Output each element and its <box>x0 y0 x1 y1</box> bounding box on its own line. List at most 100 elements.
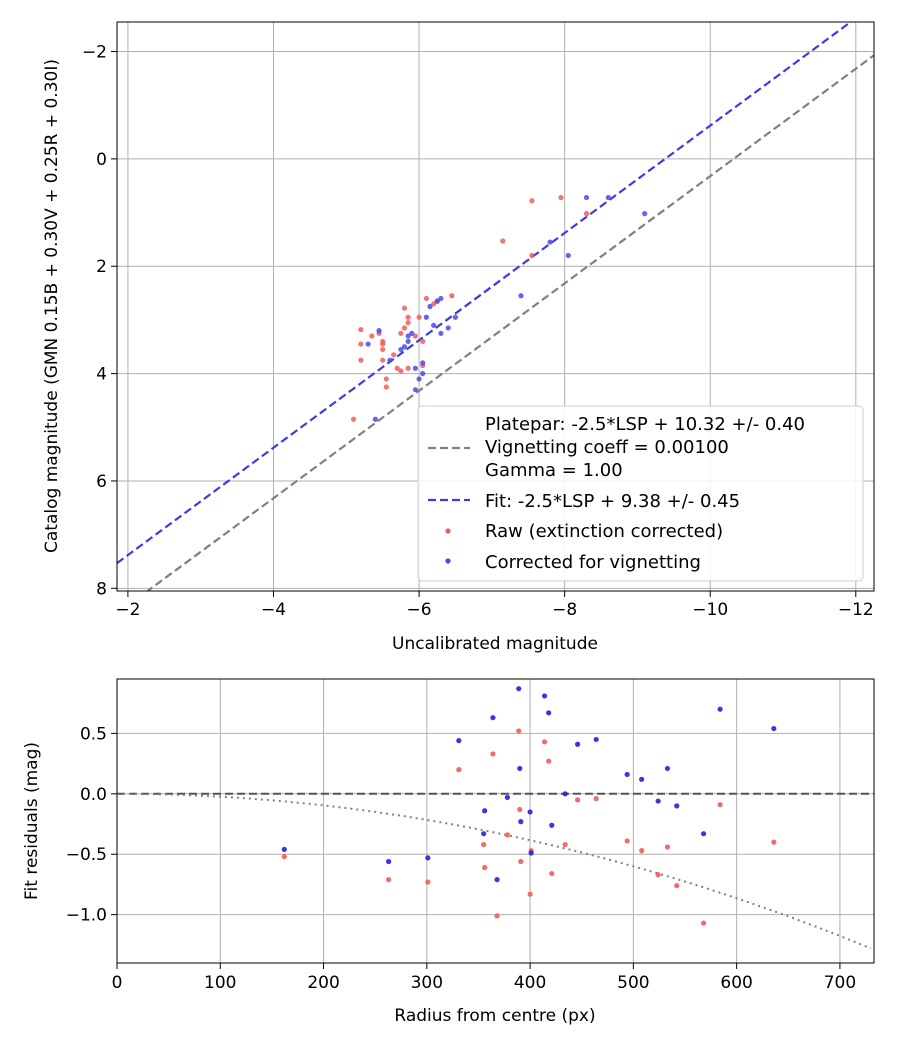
corrected-point <box>547 239 553 245</box>
corrected-point <box>405 338 411 344</box>
corrected-residual-point <box>541 693 548 699</box>
corrected-point <box>416 376 422 382</box>
corrected-point <box>452 314 459 320</box>
bottom-x-tick-label: 600 <box>720 973 752 993</box>
corrected-point <box>605 194 611 201</box>
top-y-tick-label: −2 <box>82 43 107 63</box>
bottom-axes-frame <box>116 678 875 964</box>
raw-point <box>405 314 411 320</box>
corrected-residual-point <box>527 809 533 815</box>
top-x-tick-label: −2 <box>115 600 140 620</box>
raw-point <box>529 198 535 204</box>
raw-point <box>358 341 364 347</box>
bottom-x-tick-label: 0 <box>112 973 123 993</box>
raw-residual-point <box>516 728 522 734</box>
raw-point <box>350 416 357 422</box>
bottom-y-tick-label: 0.0 <box>80 785 107 805</box>
corrected-point <box>420 370 426 377</box>
legend-corrected-label: Corrected for vignetting <box>485 552 701 573</box>
raw-point <box>358 357 364 363</box>
corrected-point <box>438 295 444 302</box>
raw-point <box>380 338 386 344</box>
bottom-scatter-points <box>281 686 777 926</box>
raw-point <box>394 365 400 371</box>
raw-point <box>449 293 455 299</box>
corrected-point <box>387 357 393 363</box>
corrected-residual-point <box>425 855 431 861</box>
raw-residual-point <box>504 832 510 838</box>
corrected-residual-point <box>655 798 661 804</box>
bottom-y-tick-label: 0.5 <box>80 724 107 744</box>
top-y-tick-label: 0 <box>96 150 107 170</box>
raw-point <box>398 368 404 374</box>
bottom-ticks: 0 100 200 300 400 500 600 700 0.5 0.0 −0.5 −1.0 <box>66 724 856 993</box>
bottom-x-tick-label: 200 <box>307 973 339 993</box>
corrected-residual-point <box>546 710 552 716</box>
raw-point <box>416 314 422 320</box>
top-scatter-points <box>350 194 648 422</box>
corrected-residual-point <box>575 741 581 747</box>
raw-point <box>420 338 426 344</box>
bottom-y-tick-label: −1.0 <box>66 906 107 926</box>
bottom-x-tick-label: 300 <box>411 973 443 993</box>
corrected-residual-point <box>549 822 555 828</box>
raw-residual-point <box>717 802 723 808</box>
raw-residual-point <box>517 806 523 813</box>
corrected-point <box>365 341 371 347</box>
raw-residual-point <box>575 797 581 803</box>
top-axes-frame <box>116 21 875 592</box>
raw-point <box>405 365 411 371</box>
top-y-tick-label: 6 <box>96 472 107 492</box>
corrected-point <box>398 346 404 353</box>
bottom-x-tick-label: 100 <box>204 973 236 993</box>
raw-residual-point <box>456 767 462 773</box>
raw-point <box>383 376 389 382</box>
raw-residual-point <box>281 854 287 860</box>
corrected-point <box>642 211 648 217</box>
bottom-x-tick-label: 500 <box>617 973 649 993</box>
top-y-axis-label: Catalog magnitude (GMN 0.15B + 0.30V + 0… <box>42 59 62 553</box>
raw-residual-point <box>386 877 392 883</box>
top-x-axis-label: Uncalibrated magnitude <box>392 634 598 654</box>
raw-point <box>423 295 429 302</box>
corrected-point <box>445 325 451 331</box>
corrected-residual-point <box>674 803 680 809</box>
raw-point <box>405 320 411 326</box>
raw-point <box>390 352 397 358</box>
raw-residual-point <box>541 739 548 745</box>
raw-residual-point <box>481 841 487 848</box>
corrected-residual-point <box>386 858 392 865</box>
corrected-point <box>409 330 415 336</box>
bottom-x-tick-label: 700 <box>824 973 856 993</box>
corrected-point <box>427 303 433 310</box>
corrected-point <box>376 328 382 334</box>
raw-residual-point <box>624 838 630 844</box>
legend-platepar-label: Vignetting coeff = 0.00100 <box>485 437 729 458</box>
raw-residual-point <box>482 864 488 871</box>
top-y-tick-label: 8 <box>96 579 107 599</box>
top-fit-lines <box>117 22 874 591</box>
legend-corrected-marker <box>445 558 451 564</box>
corrected-residual-point <box>639 776 645 782</box>
raw-residual-point <box>490 751 496 757</box>
corrected-residual-point <box>717 706 723 712</box>
corrected-point <box>423 314 429 320</box>
corrected-residual-point <box>518 819 524 825</box>
corrected-residual-point <box>456 738 462 744</box>
raw-residual-point <box>674 883 680 889</box>
top-x-tick-label: −10 <box>692 600 728 620</box>
corrected-residual-point <box>771 725 777 732</box>
raw-point <box>412 333 419 339</box>
corrected-residual-point <box>516 686 522 692</box>
corrected-point <box>431 322 437 328</box>
corrected-point <box>434 298 440 304</box>
corrected-point <box>401 344 408 350</box>
legend-platepar-label: Platepar: -2.5*LSP + 10.32 +/- 0.40 <box>485 414 805 435</box>
raw-residual-point <box>494 913 500 919</box>
corrected-point <box>420 360 426 366</box>
fit-line <box>117 22 853 564</box>
raw-point <box>398 330 404 336</box>
raw-point <box>383 384 389 390</box>
corrected-residual-point <box>700 831 707 837</box>
